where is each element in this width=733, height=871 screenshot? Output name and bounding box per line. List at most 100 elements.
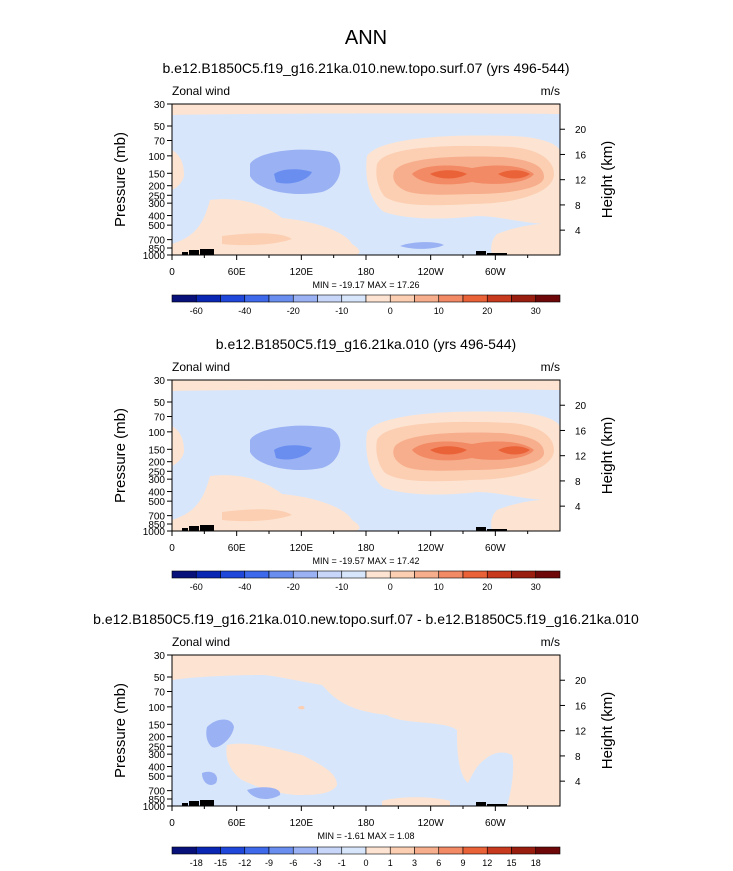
y-tick-label: 100: [148, 152, 165, 163]
y-tick-label: 700: [148, 236, 165, 247]
colorbar-swatch: [244, 294, 270, 303]
contour-lower-negative: [400, 242, 444, 249]
topo-block: [182, 803, 188, 806]
panel-3-right-label: m/s: [541, 635, 560, 649]
panel-2-left-label: Zonal wind: [172, 360, 230, 374]
y-tick-label: 300: [148, 199, 165, 210]
y-axis-title: Pressure (mb): [112, 683, 129, 778]
x-tick-label: 60W: [485, 543, 506, 554]
panel-2-right-label: m/s: [541, 360, 560, 374]
x-tick-label: 180: [358, 543, 375, 554]
y-tick-label: 700: [148, 512, 165, 523]
y-tick-label: 200: [148, 458, 165, 469]
colorbar-swatch: [341, 294, 367, 303]
contour-diff-positive-surface: [382, 797, 450, 806]
contour-stratosphere-positive: [172, 380, 560, 391]
colorbar-label: -20: [287, 582, 300, 592]
y-tick-label: 100: [148, 428, 165, 439]
y-tick-label: 150: [148, 169, 165, 180]
colorbar-label: 3: [412, 858, 417, 868]
panel-1-right-label: m/s: [541, 84, 560, 98]
topo-block: [487, 804, 507, 806]
panel-1-plot: [171, 103, 561, 256]
x-tick-label: 60W: [485, 818, 506, 829]
height-tick-label: 8: [575, 201, 581, 212]
topo-block: [182, 528, 188, 531]
x-tick-label: 120E: [290, 818, 314, 829]
x-tick-label: 180: [358, 818, 375, 829]
contour-diff-negative-a: [206, 719, 234, 748]
colorbar-swatch: [511, 294, 537, 303]
y-tick-label: 70: [154, 412, 166, 423]
y-tick-label: 1000: [143, 527, 166, 538]
colorbar-label: -20: [287, 306, 300, 316]
colorbar-label: 1: [388, 858, 393, 868]
y-tick-label: 200: [148, 733, 165, 744]
colorbar-label: -15: [214, 858, 227, 868]
colorbar-label: 0: [363, 858, 368, 868]
y-tick-label: 30: [154, 651, 166, 662]
colorbar-label: 18: [531, 858, 541, 868]
y-tick-label: 850: [148, 244, 165, 255]
colorbar-label: -18: [190, 858, 203, 868]
colorbar-label: 10: [434, 582, 444, 592]
colorbar-swatch: [486, 570, 512, 579]
y-tick-label: 850: [148, 520, 165, 531]
colorbar-swatch: [171, 846, 197, 855]
y-tick-label: 250: [148, 467, 165, 478]
contour-lower-positive-d: [491, 223, 560, 255]
contour-lower-positive-b: [172, 475, 360, 531]
colorbar-swatch: [195, 570, 221, 579]
x-tick-label: 120E: [290, 267, 314, 278]
colorbar-swatch: [414, 294, 440, 303]
topography: [182, 525, 507, 531]
height-tick-label: 8: [575, 752, 581, 763]
panel-1-title: b.e12.B1850C5.f19_g16.21ka.010.new.topo.…: [162, 60, 569, 76]
colorbar-swatch: [317, 846, 343, 855]
y-tick-label: 700: [148, 787, 165, 798]
colorbar-swatch: [511, 570, 537, 579]
colorbar-label: 0: [388, 582, 393, 592]
y-tick-label: 250: [148, 742, 165, 753]
colorbar-swatch: [220, 570, 246, 579]
colorbar-swatch: [268, 570, 294, 579]
colorbar-swatch: [292, 570, 318, 579]
panel-1-left-label: Zonal wind: [172, 84, 230, 98]
y-tick-label: 50: [154, 398, 166, 409]
y-tick-label: 70: [154, 136, 166, 147]
contour-diff-positive-main: [172, 655, 560, 806]
y-tick-label: 850: [148, 795, 165, 806]
height-tick-label: 16: [575, 150, 587, 161]
min-max-stats: MIN = -19.17 MAX = 17.26: [312, 280, 419, 290]
height-tick-label: 4: [575, 226, 581, 237]
y-tick-label: 150: [148, 720, 165, 731]
colorbar-swatch: [535, 294, 561, 303]
colorbar-swatch: [195, 294, 221, 303]
colorbar-label: -9: [265, 858, 273, 868]
contour-diff-negative-c: [247, 787, 281, 800]
contour-jet-positive-4: [412, 165, 534, 185]
y-tick-label: 500: [148, 497, 165, 508]
contour-jet-positive-4: [412, 441, 534, 461]
colorbar-swatch: [292, 294, 318, 303]
colorbar-swatch: [389, 294, 415, 303]
topography: [182, 249, 507, 255]
topo-block: [200, 249, 214, 255]
colorbar-swatch: [462, 846, 488, 855]
colorbar-swatch: [414, 846, 440, 855]
min-max-stats: MIN = -19.57 MAX = 17.42: [312, 556, 419, 566]
colorbar-swatch: [486, 846, 512, 855]
colorbar-label: -1: [338, 858, 346, 868]
colorbar-label: -60: [190, 582, 203, 592]
panel-3-plot: [171, 654, 561, 807]
colorbar-label: 0: [388, 306, 393, 316]
y-tick-label: 100: [148, 703, 165, 714]
y-tick-label: 500: [148, 221, 165, 232]
height-tick-label: 12: [575, 452, 587, 463]
height-tick-label: 4: [575, 502, 581, 513]
topo-block: [189, 801, 199, 806]
y-axis-title-right: Height (km): [599, 417, 616, 495]
colorbar-swatch: [268, 294, 294, 303]
contour-diff-negative-b: [202, 771, 218, 785]
colorbar-swatch: [438, 846, 464, 855]
